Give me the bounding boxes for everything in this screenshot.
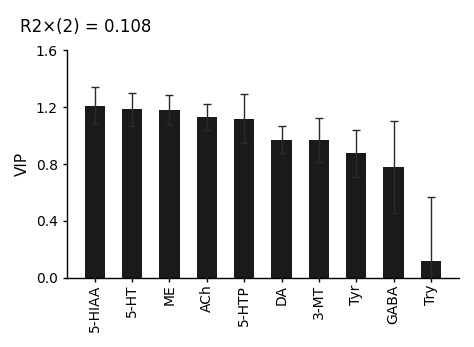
Bar	[420, 261, 441, 278]
Bar	[271, 140, 292, 278]
Bar	[234, 119, 255, 278]
Y-axis label: VIP: VIP	[15, 152, 30, 176]
Bar	[159, 110, 180, 278]
Bar	[346, 153, 366, 278]
Bar	[197, 117, 217, 278]
Bar	[84, 106, 105, 278]
Bar	[122, 109, 142, 278]
Text: R2×(2) = 0.108: R2×(2) = 0.108	[19, 18, 151, 36]
Bar	[309, 140, 329, 278]
Bar	[383, 167, 404, 278]
